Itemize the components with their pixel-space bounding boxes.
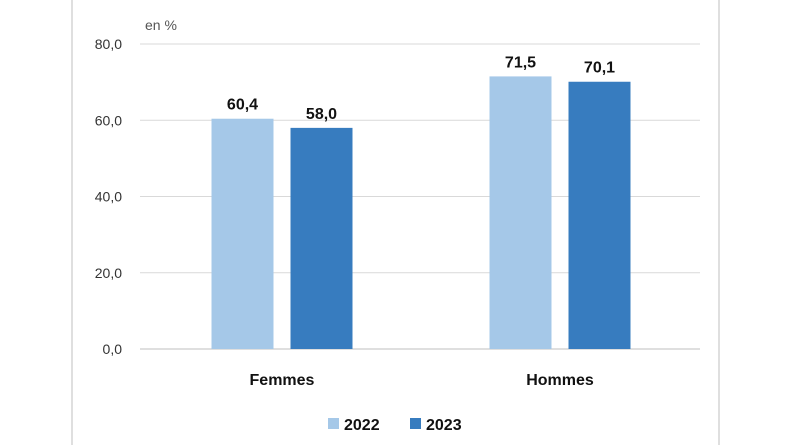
legend-label: 2023 (426, 417, 462, 434)
labels-layer: 60,4 58,0 Femmes 71,5 70,1 Hommes (227, 54, 615, 389)
bar-hommes-2022 (489, 76, 552, 349)
data-label: 70,1 (584, 60, 615, 77)
y-axis-unit-label: en % (145, 17, 177, 33)
bars-layer (211, 76, 631, 350)
y-tick-label: 20,0 (95, 265, 122, 281)
y-tick-label: 80,0 (95, 36, 122, 52)
legend: 2022 2023 (328, 417, 462, 434)
legend-swatch (410, 418, 421, 429)
data-label: 58,0 (306, 106, 337, 123)
bar-femmes-2022 (211, 118, 274, 349)
bar-femmes-2023 (290, 127, 353, 349)
data-label: 71,5 (505, 54, 536, 71)
x-category-label: Femmes (250, 372, 315, 389)
legend-swatch (328, 418, 339, 429)
x-category-label: Hommes (526, 372, 594, 389)
y-tick-label: 60,0 (95, 112, 122, 128)
y-tick-label: 40,0 (95, 189, 122, 205)
data-label: 60,4 (227, 97, 258, 114)
legend-label: 2022 (344, 417, 380, 434)
y-tick-label: 0,0 (103, 341, 123, 357)
bar-hommes-2023 (568, 81, 631, 350)
